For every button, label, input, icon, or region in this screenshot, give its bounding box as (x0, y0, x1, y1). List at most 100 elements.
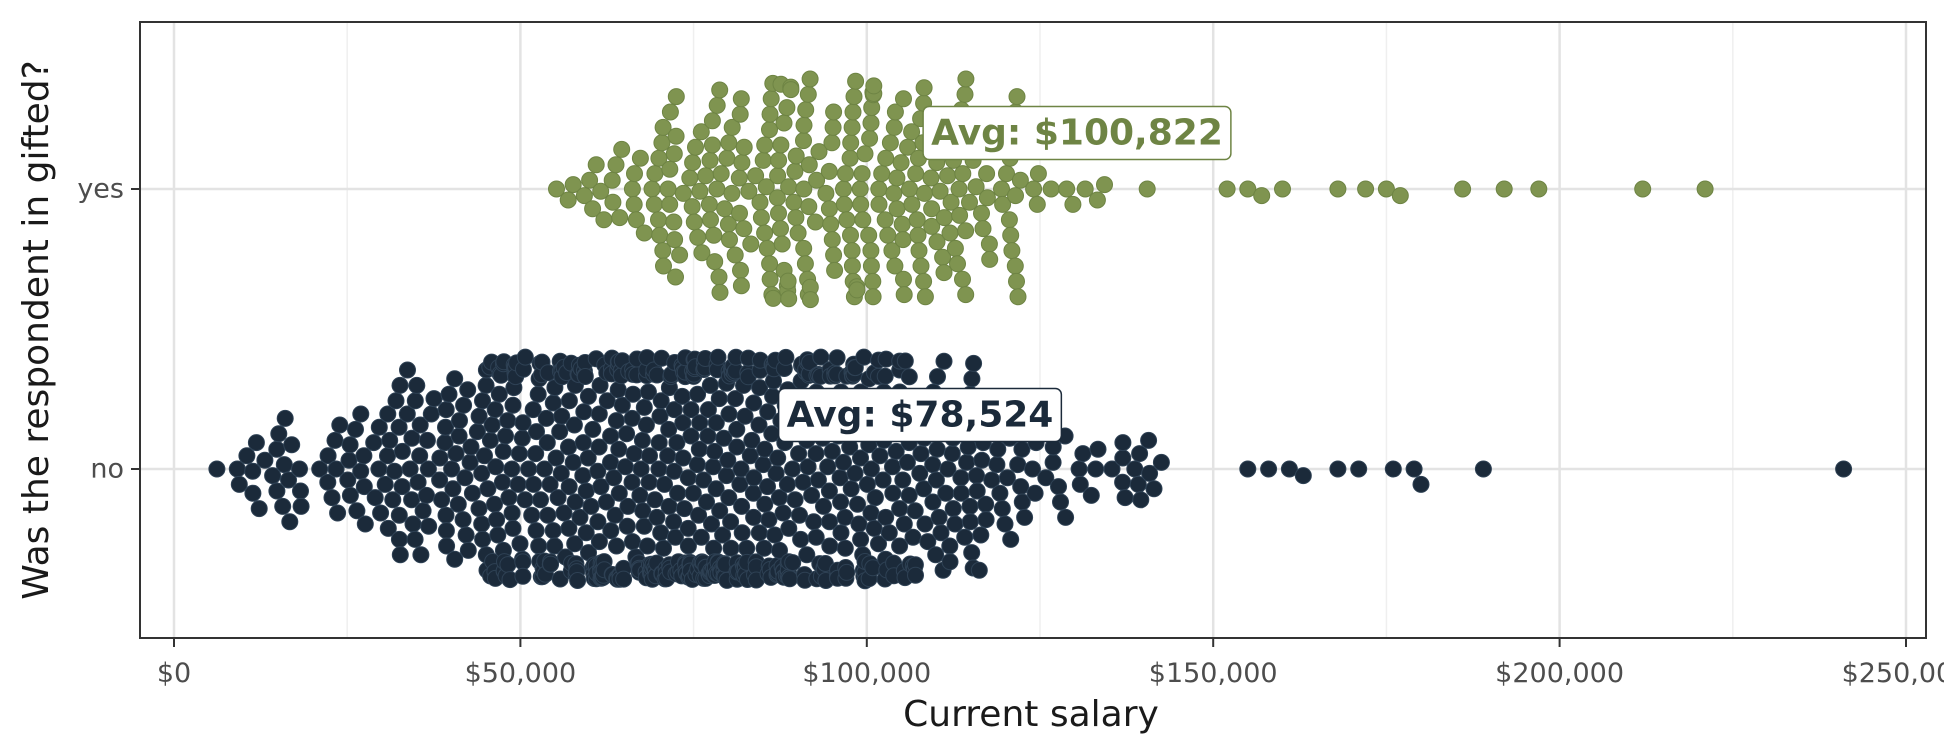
data-point-no (1050, 478, 1067, 496)
data-point-yes (575, 187, 593, 205)
data-point-no (977, 495, 995, 513)
data-point-no (451, 412, 468, 430)
data-point-no (855, 348, 873, 366)
data-point-yes (716, 200, 734, 218)
data-point-yes (701, 151, 719, 169)
data-point-no (684, 484, 702, 502)
data-point-no (836, 539, 854, 557)
data-point-no (1294, 467, 1312, 485)
data-point-no (745, 508, 763, 526)
data-point-no (1026, 484, 1044, 502)
data-point-yes (1239, 180, 1257, 198)
data-point-yes (1076, 180, 1094, 198)
data-point-yes (740, 182, 758, 200)
data-point-no (504, 396, 522, 414)
data-point-no (679, 519, 697, 537)
data-point-no (571, 508, 589, 526)
data-point-no (431, 449, 449, 467)
data-point-no (1012, 478, 1030, 496)
data-point-no (669, 484, 687, 502)
data-point-no (838, 563, 856, 581)
data-point-no (454, 511, 472, 529)
data-point-yes (954, 270, 971, 288)
data-point-yes (826, 261, 844, 279)
data-point-no (250, 500, 268, 518)
data-point-yes (655, 257, 672, 275)
data-point-yes (795, 116, 813, 134)
data-point-yes (800, 198, 818, 216)
data-point-no (574, 467, 592, 485)
data-point-yes (1000, 211, 1018, 229)
data-point-yes (613, 140, 631, 158)
series-yes-points (548, 70, 1714, 309)
data-point-no (784, 554, 802, 572)
data-point-yes (1008, 272, 1025, 290)
data-point-no (941, 553, 959, 571)
data-point-yes (799, 85, 817, 103)
data-point-no (707, 414, 725, 432)
data-point-no (750, 416, 768, 434)
data-point-no (891, 537, 909, 555)
data-point-no (1114, 473, 1132, 491)
data-point-no (665, 401, 683, 419)
data-point-no (660, 420, 678, 438)
data-point-yes (928, 233, 946, 251)
data-point-yes (1495, 180, 1513, 198)
data-point-no (996, 515, 1014, 533)
data-point-no (1405, 460, 1423, 478)
data-point-yes (1029, 165, 1047, 183)
data-point-no (281, 513, 299, 531)
data-point-no (551, 423, 569, 441)
data-point-no (759, 403, 777, 421)
data-point-yes (956, 85, 974, 103)
data-point-yes (795, 132, 812, 150)
data-point-no (675, 500, 693, 518)
data-point-yes (978, 165, 996, 183)
data-point-no (1116, 489, 1134, 507)
data-point-no (264, 467, 282, 485)
data-point-yes (954, 165, 972, 183)
data-point-no (391, 376, 409, 394)
data-point-no (641, 447, 658, 465)
data-point-no (835, 453, 852, 471)
data-point-no (1070, 460, 1088, 478)
data-point-no (900, 368, 918, 386)
data-point-no (291, 460, 308, 478)
data-point-no (393, 478, 411, 496)
data-point-yes (909, 226, 927, 244)
data-point-no (720, 489, 738, 507)
data-point-no (751, 379, 769, 397)
data-point-no (275, 456, 293, 474)
data-point-yes (808, 171, 826, 189)
data-point-no (728, 438, 746, 456)
data-point-no (323, 489, 341, 507)
data-point-no (390, 418, 408, 436)
data-point-no (326, 431, 344, 449)
data-point-yes (564, 176, 582, 194)
data-point-no (425, 390, 443, 408)
data-point-yes (860, 226, 878, 244)
data-point-no (462, 438, 480, 456)
data-point-yes (718, 149, 736, 167)
data-point-no (709, 348, 727, 366)
data-point-no (828, 349, 846, 367)
data-point-no (930, 508, 948, 526)
data-point-no (590, 533, 608, 551)
data-point-no (208, 460, 226, 478)
data-point-yes (732, 261, 749, 279)
data-point-yes (838, 211, 856, 229)
data-point-yes (1377, 180, 1395, 198)
data-point-yes (895, 90, 912, 108)
data-point-no (386, 462, 403, 480)
data-point-no (610, 484, 628, 502)
data-point-no (639, 383, 657, 401)
data-point-yes (723, 118, 741, 136)
data-point-no (988, 456, 1006, 474)
data-point-no (387, 392, 405, 410)
data-point-no (791, 506, 808, 524)
data-point-yes (864, 288, 882, 306)
data-point-no (319, 447, 337, 465)
data-point-no (404, 515, 422, 533)
data-point-no (823, 442, 841, 460)
data-point-no (710, 390, 728, 408)
